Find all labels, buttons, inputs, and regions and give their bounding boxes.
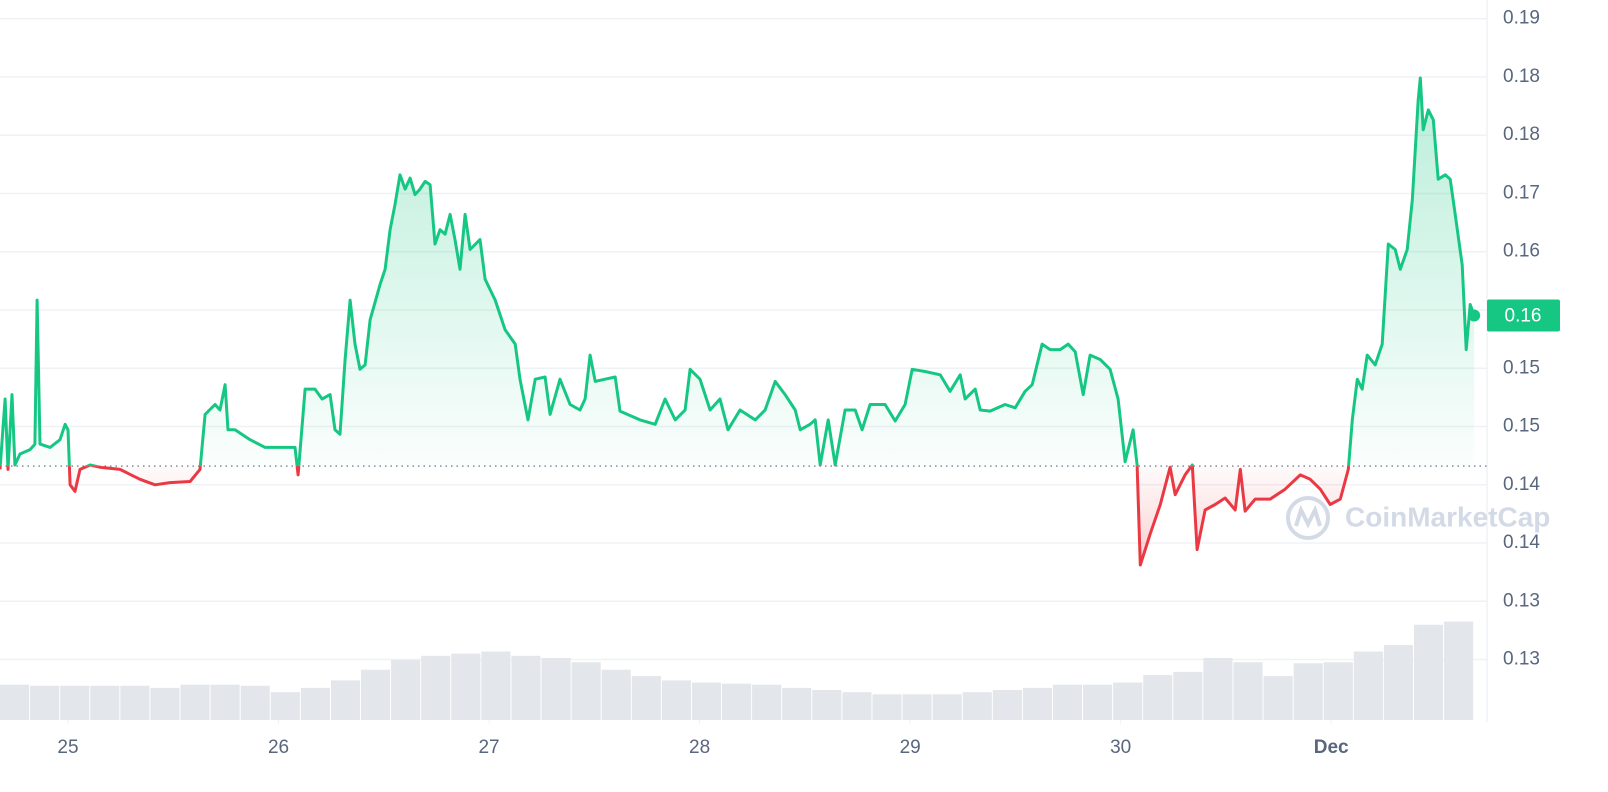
x-tick-label: 25 (57, 737, 78, 758)
y-tick-label: 0.19 (1503, 8, 1540, 29)
volume-bar (270, 692, 300, 720)
x-tick-label: 28 (689, 737, 710, 758)
x-tick-label: 30 (1110, 737, 1131, 758)
x-tick-label: 29 (900, 737, 921, 758)
volume-bar (571, 662, 601, 720)
volume-bar (932, 694, 962, 720)
volume-bar (902, 694, 932, 720)
volume-bar (60, 685, 90, 720)
watermark-text: CoinMarketCap (1345, 501, 1550, 532)
volume-bar (451, 653, 481, 720)
y-tick-label: 0.14 (1503, 474, 1540, 495)
price-tag-label: 0.16 (1505, 305, 1542, 326)
volume-bar (210, 684, 240, 720)
volume-bar (872, 694, 902, 720)
volume-bar (1293, 663, 1323, 720)
volume-bar (1263, 676, 1293, 720)
volume-bar (481, 651, 511, 720)
volume-bar (1113, 682, 1143, 720)
volume-bar (601, 669, 631, 720)
volume-bar (361, 669, 391, 720)
volume-bar (691, 682, 722, 720)
volume-bar (30, 685, 60, 720)
volume-bar (1203, 657, 1233, 720)
volume-bar (1052, 684, 1083, 720)
x-tick-label: 27 (478, 737, 499, 758)
volume-bar (0, 684, 30, 720)
volume-bar (782, 687, 812, 720)
volume-bar (180, 684, 210, 720)
volume-bar (120, 685, 150, 720)
volume-bar (842, 692, 872, 720)
volume-bar (1022, 687, 1052, 720)
watermark: CoinMarketCap (1286, 496, 1550, 540)
volume-bar (1413, 624, 1444, 720)
price-line (0, 76, 1476, 467)
volume-bar (1444, 621, 1474, 720)
volume-bar (1233, 662, 1263, 720)
y-tick-label: 0.15 (1503, 416, 1540, 437)
volume-bar (330, 680, 361, 720)
volume-bar (90, 685, 120, 720)
volume-bar (661, 680, 691, 720)
volume-bar (240, 685, 270, 720)
y-tick-label: 0.18 (1503, 124, 1540, 145)
x-tick-label: Dec (1314, 737, 1349, 758)
volume-bar (150, 687, 180, 720)
price-line-below (0, 466, 1351, 567)
y-tick-label: 0.14 (1503, 532, 1540, 553)
area-above-baseline (0, 78, 1475, 467)
volume-bar (722, 683, 752, 720)
x-tick-label: 26 (268, 737, 289, 758)
last-point (1468, 309, 1481, 322)
area-below-baseline (0, 466, 1349, 565)
price-tag (1487, 299, 1560, 332)
y-tick-label: 0.13 (1503, 590, 1540, 611)
volume-bar (631, 676, 661, 720)
volume-bar (1083, 684, 1113, 720)
volume-bar (812, 690, 842, 720)
volume-bar (541, 657, 571, 720)
volume-bar (962, 692, 992, 720)
volume-bar (752, 684, 782, 720)
volume-bar (1323, 662, 1353, 720)
watermark-logo (1286, 496, 1330, 540)
volume-bar (1143, 675, 1173, 720)
volume-bar (1353, 651, 1383, 720)
volume-bar (300, 687, 330, 720)
y-tick-label: 0.18 (1503, 66, 1540, 87)
volume-bar (421, 655, 451, 720)
volume-bar (1173, 671, 1203, 720)
y-tick-label: 0.15 (1503, 357, 1540, 378)
volume-bar (1383, 645, 1413, 720)
volume-bar (511, 655, 541, 720)
watermark-logo-mark (1294, 504, 1322, 529)
y-tick-label: 0.13 (1503, 649, 1540, 670)
volume-bar (992, 690, 1022, 720)
volume-bar (391, 660, 421, 720)
y-tick-label: 0.17 (1503, 182, 1540, 203)
y-tick-label: 0.16 (1503, 241, 1540, 262)
